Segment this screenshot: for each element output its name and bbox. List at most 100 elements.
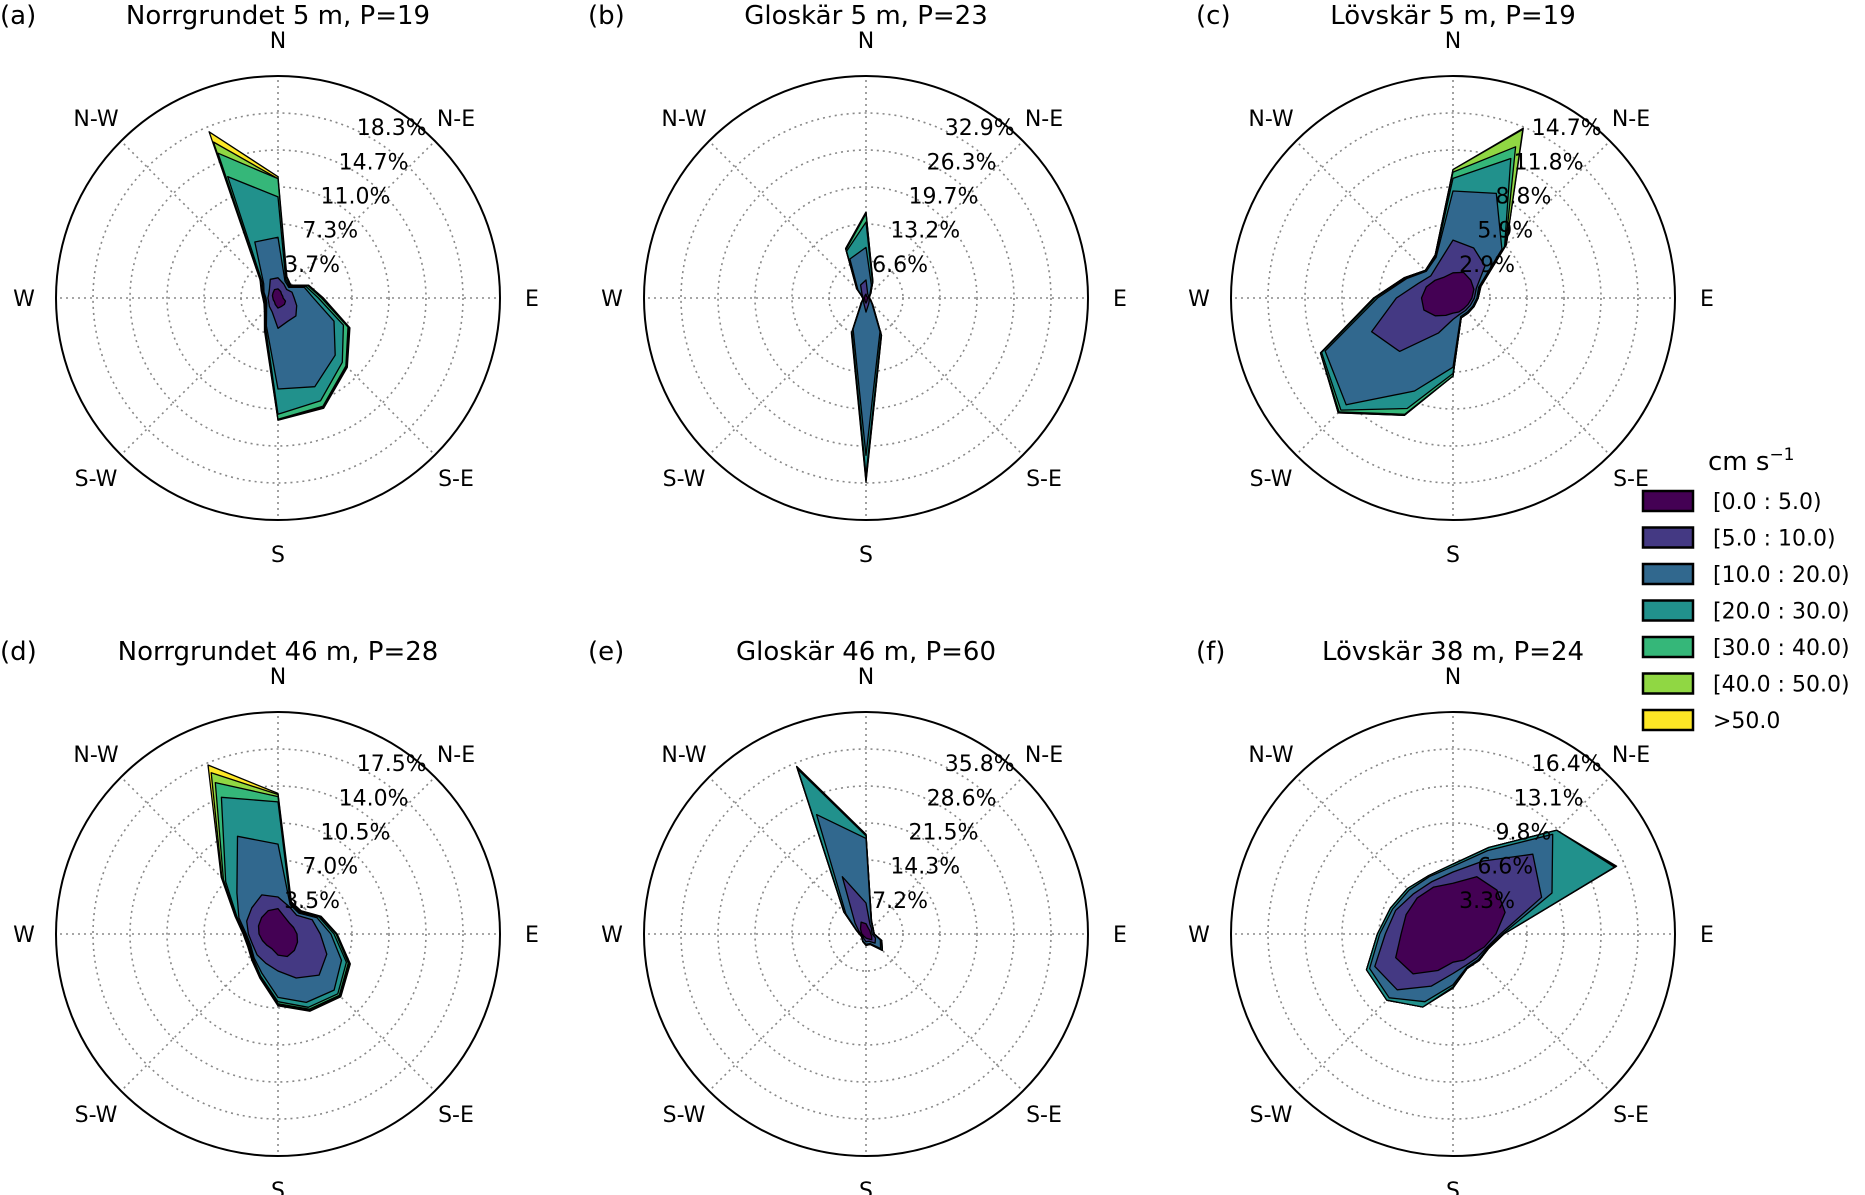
windrose-panel: (d) Norrgrundet 46 m, P=28 3.5% 7.0% 10.5% 14… — [0, 637, 539, 1195]
radial-tick-label: 3.7% — [284, 253, 340, 278]
radial-tick-label: 14.0% — [339, 786, 409, 811]
radial-tick-label: 9.8% — [1495, 820, 1551, 845]
radial-tick-label: 14.7% — [339, 150, 409, 175]
radial-tick-label: 2.9% — [1459, 253, 1515, 278]
direction-label: N-E — [1025, 107, 1063, 132]
legend-swatch — [1641, 635, 1695, 659]
radial-tick-label: 17.5% — [357, 752, 427, 777]
direction-label: E — [525, 287, 539, 312]
direction-label: S — [1446, 1179, 1460, 1195]
radial-tick-label: 14.7% — [1532, 116, 1602, 141]
outer-circle — [55, 75, 501, 521]
direction-label: N — [270, 29, 286, 54]
direction-label: E — [1700, 287, 1714, 312]
radial-tick-label: 5.9% — [1477, 219, 1533, 244]
windrose-panel: (f) Lövskär 38 m, P=24 3.3% 6.6% 9.8% 13.1% 16… — [1188, 637, 1714, 1195]
direction-label: N-W — [73, 107, 119, 132]
grid-spoke — [865, 297, 1024, 456]
panel-label: (c) — [1196, 1, 1231, 31]
radial-tick-label: 35.8% — [945, 752, 1015, 777]
direction-label: N-W — [1248, 743, 1294, 768]
speed-legend: cm s−1 [0.0 : 5.0) [5.0 : 10.0) [10.0 : 20.… — [1641, 445, 1850, 734]
direction-label: W — [1188, 923, 1210, 948]
grid-spoke — [708, 140, 867, 299]
grid-circle — [1341, 822, 1565, 1046]
legend-item-label: [10.0 : 20.0) — [1713, 563, 1850, 588]
radial-tick-label: 14.3% — [890, 855, 960, 880]
rose-bin-2 — [849, 246, 881, 457]
grid-circle — [754, 822, 978, 1046]
direction-label: N-W — [73, 743, 119, 768]
direction-label: W — [601, 923, 623, 948]
direction-label: S-E — [438, 467, 474, 492]
direction-label: S — [271, 1179, 285, 1195]
legend-swatch — [1641, 562, 1695, 586]
windrose-panel: (e) Gloskär 46 m, P=60 7.2% 14.3% 21.5% 28.6%… — [588, 637, 1127, 1195]
direction-label: W — [1188, 287, 1210, 312]
radial-tick-label: 16.4% — [1532, 752, 1602, 777]
direction-label: N — [858, 29, 874, 54]
rose-bin-0 — [1420, 271, 1475, 317]
direction-label: S-W — [75, 467, 118, 492]
radial-tick-label: 13.2% — [890, 219, 960, 244]
radial-tick-label: 6.6% — [1477, 855, 1533, 880]
grid-spoke — [1452, 297, 1611, 456]
legend-item-label: [40.0 : 50.0) — [1713, 673, 1850, 698]
direction-label: S-W — [663, 1103, 706, 1128]
panel-label: (d) — [0, 637, 37, 667]
direction-label: N-E — [437, 107, 475, 132]
legend-title-superscript: −1 — [1769, 445, 1794, 465]
direction-label: S — [859, 1179, 873, 1195]
grid-circle — [680, 112, 1052, 484]
radial-tick-label: 18.3% — [357, 116, 427, 141]
grid-circle — [1267, 112, 1639, 484]
grid-circle — [92, 748, 464, 1120]
direction-label: N-E — [1612, 107, 1650, 132]
grid-spoke — [865, 140, 1024, 299]
direction-label: S — [859, 543, 873, 568]
radial-tick-label: 7.3% — [302, 219, 358, 244]
direction-label: N — [858, 665, 874, 690]
direction-label: N-W — [661, 107, 707, 132]
panel-title: Lövskär 38 m, P=24 — [1322, 637, 1584, 667]
panel-title: Gloskär 5 m, P=23 — [744, 1, 988, 31]
legend-swatch — [1641, 708, 1695, 732]
grid-spoke — [865, 776, 1024, 935]
radial-tick-label: 11.0% — [320, 184, 390, 209]
direction-label: S-W — [1250, 467, 1293, 492]
direction-label: N-W — [1248, 107, 1294, 132]
windrose-panel: (c) Lövskär 5 m, P=19 2.9% 5.9% 8.8% 11.8% 14.… — [1188, 1, 1714, 568]
outer-circle — [1230, 711, 1676, 1157]
direction-label: S-E — [1613, 467, 1649, 492]
direction-label: S-E — [1026, 467, 1062, 492]
legend-item-label: [5.0 : 10.0) — [1713, 527, 1836, 552]
grid-circle — [1304, 149, 1602, 447]
grid-circle — [717, 785, 1015, 1083]
direction-label: S — [271, 543, 285, 568]
direction-label: E — [1113, 287, 1127, 312]
legend-item-label: >50.0 — [1713, 709, 1780, 734]
direction-label: N-E — [1025, 743, 1063, 768]
direction-label: S-E — [1613, 1103, 1649, 1128]
radial-tick-label: 11.8% — [1514, 150, 1584, 175]
grid-spoke — [277, 140, 436, 299]
legend-title: cm s−1 — [1708, 445, 1795, 477]
panel-label: (b) — [588, 1, 625, 31]
direction-label: S-W — [663, 467, 706, 492]
grid-circle — [1267, 748, 1639, 1120]
direction-label: W — [13, 287, 35, 312]
radial-tick-label: 19.7% — [908, 184, 978, 209]
windrose-panels: (a) Norrgrundet 5 m, P=19 3.7% 7.3% 11.0% 14.… — [0, 1, 1714, 1195]
outer-circle — [1230, 75, 1676, 521]
radial-tick-label: 7.0% — [302, 855, 358, 880]
grid-spoke — [708, 933, 867, 1092]
radial-tick-label: 10.5% — [320, 820, 390, 845]
legend-item-label: [30.0 : 40.0) — [1713, 636, 1850, 661]
legend-swatch — [1641, 489, 1695, 513]
panel-label: (f) — [1196, 637, 1225, 667]
grid-circle — [129, 149, 427, 447]
grid-spoke — [865, 933, 1024, 1092]
direction-label: N-W — [661, 743, 707, 768]
legend-item-label: [0.0 : 5.0) — [1713, 490, 1822, 515]
